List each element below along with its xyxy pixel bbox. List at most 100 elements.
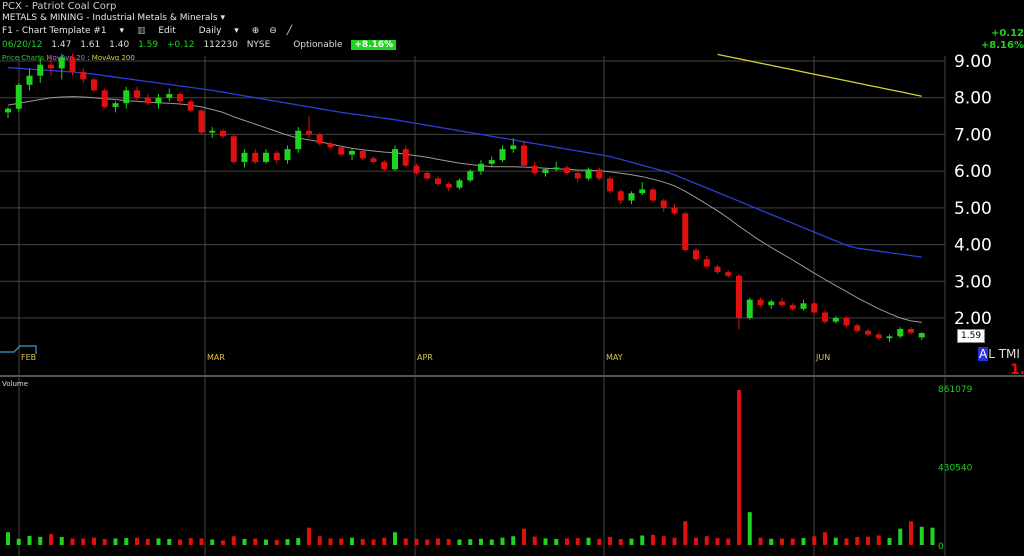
candle-body (714, 266, 721, 273)
candle-body (435, 178, 441, 184)
candle-body (327, 143, 334, 148)
volume-bar (446, 538, 451, 545)
volume-bar (683, 521, 688, 545)
candle (467, 169, 474, 183)
template-dropdown[interactable]: F1 - Chart Template #1 ▾ (2, 26, 125, 36)
candle-body (639, 189, 646, 194)
volume-bar (586, 537, 591, 545)
candle (284, 145, 291, 164)
candle-body (424, 172, 431, 179)
volume-bar (532, 536, 537, 545)
ma200-line (717, 53, 922, 97)
volume-bar (608, 536, 612, 545)
candle (843, 316, 850, 328)
candle-body (499, 149, 506, 161)
volume-bar (468, 539, 473, 545)
candle-body (478, 163, 484, 172)
volume-bar (812, 536, 817, 545)
candle (112, 101, 119, 113)
candle-body (865, 330, 871, 335)
bars-icon: ▥ (136, 26, 146, 36)
volume-bar (242, 538, 247, 545)
candle-body (650, 189, 656, 201)
candle (854, 323, 861, 333)
candle (779, 297, 785, 307)
y-tick-label: 5.00 (954, 199, 992, 219)
volume-bar (16, 538, 21, 545)
candle-body (306, 130, 312, 135)
candle (811, 301, 818, 315)
candle-body (854, 325, 861, 331)
candle (69, 53, 76, 76)
candle-body (230, 136, 237, 162)
volume-bar (565, 538, 569, 545)
volume-bar (188, 538, 193, 545)
candle-body (682, 213, 689, 251)
scroll-handle-icon[interactable] (0, 345, 37, 354)
candle-body (542, 169, 549, 173)
candle-body (209, 130, 216, 133)
candle (499, 145, 506, 162)
candle (101, 88, 108, 109)
chevron-down-icon: ▾ (220, 13, 226, 23)
candle-body (832, 318, 839, 322)
volume-bar (726, 538, 731, 545)
zoom-out-icon[interactable]: ⊖ (269, 26, 277, 36)
candle-body (628, 193, 635, 201)
edit-button[interactable]: ▥ Edit (137, 26, 186, 36)
volume-bar (436, 538, 440, 545)
candle (26, 68, 33, 91)
candle (897, 327, 904, 339)
candle-body (155, 97, 162, 104)
volume-bar (479, 538, 483, 545)
candle-body (144, 97, 151, 104)
draw-line-icon[interactable]: ╱ (286, 26, 293, 36)
candle (91, 77, 97, 93)
volume-bar (221, 540, 225, 545)
volume-bar (704, 536, 709, 545)
period-dropdown[interactable]: Daily ▾ (198, 26, 239, 36)
candle (822, 310, 828, 324)
candle-body (671, 207, 678, 214)
x-tick-label: JUN (815, 353, 830, 362)
volume-bar (909, 521, 913, 545)
candle (263, 149, 269, 164)
volume-bar (403, 538, 408, 545)
candle (209, 127, 216, 139)
candle-body (349, 150, 355, 155)
volume-bar (38, 536, 43, 545)
volume-bar (274, 539, 279, 545)
quote-last: 1.59 (138, 40, 159, 50)
candle-body (746, 299, 753, 318)
candle (424, 171, 431, 181)
volume-bar (253, 538, 258, 545)
volume-bar (554, 538, 559, 545)
volume-label: Volume (2, 380, 29, 388)
candle (714, 264, 721, 274)
candle-body (800, 303, 807, 309)
volume-bar (694, 537, 698, 545)
candle (187, 99, 194, 113)
candle-body (5, 108, 11, 113)
volume-bar (737, 390, 741, 545)
candle-body (553, 167, 560, 170)
industry-dropdown[interactable]: METALS & MINING - Industrial Metals & Mi… (2, 13, 225, 23)
candle (768, 299, 775, 309)
quote-low: 1.40 (109, 40, 130, 50)
volume-bar (328, 538, 333, 545)
quote-open: 1.47 (51, 40, 72, 50)
quote-change: +0.12 (166, 40, 195, 50)
candle (478, 160, 484, 175)
volume-bar (339, 538, 344, 545)
volume-bar (887, 538, 892, 545)
candle-body (252, 152, 259, 162)
quote-bar: 06/20/12 1.47 1.61 1.40 1.59 +0.12 11223… (2, 40, 402, 50)
candle-body (69, 57, 76, 73)
volume-bar (715, 538, 720, 545)
volume-bar (640, 535, 645, 545)
volume-bar (285, 539, 290, 545)
edit-label: Edit (158, 26, 176, 36)
candle-body (789, 305, 796, 309)
zoom-in-icon[interactable]: ⊕ (251, 26, 260, 36)
